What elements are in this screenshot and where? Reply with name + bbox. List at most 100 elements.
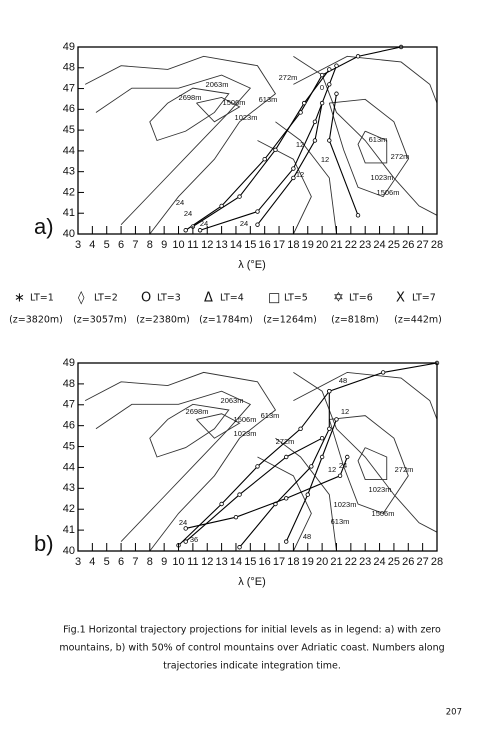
- x-tick-label: 28: [431, 239, 443, 251]
- map-label: 2698m: [186, 407, 209, 416]
- trajectory-line: [328, 93, 359, 216]
- x-tick-label: 10: [172, 556, 184, 568]
- legend-height: (z=442m): [394, 315, 442, 326]
- map-label: 613m: [369, 135, 388, 144]
- map-label: 0: [320, 83, 324, 92]
- y-tick-label: 43: [63, 166, 75, 178]
- x-tick-label: 23: [359, 556, 371, 568]
- trajectory-marker: [301, 100, 307, 106]
- x-tick-label: 12: [201, 239, 213, 251]
- map-label: 2063m: [221, 396, 244, 405]
- contour-line: [149, 87, 230, 142]
- legend-symbol: ◊: [78, 291, 85, 306]
- trajectory-marker: [255, 222, 260, 227]
- contour-line: [84, 55, 277, 235]
- trajectory-marker: [233, 514, 239, 520]
- y-tick-label: 44: [63, 461, 75, 473]
- x-tick-label: 3: [75, 239, 81, 251]
- y-tick-label: 48: [63, 378, 75, 390]
- legend-symbol: ✡: [333, 291, 344, 306]
- x-axis-label: λ (°E): [238, 259, 266, 271]
- trajectory-marker: [334, 63, 339, 68]
- legend-label: LT=3: [157, 293, 181, 304]
- page-number: 207: [446, 708, 462, 718]
- contour-line: [293, 371, 438, 420]
- map-label: 12: [321, 155, 329, 164]
- trajectory-line: [185, 456, 348, 529]
- y-tick-label: 46: [63, 420, 75, 432]
- trajectory-marker: [319, 100, 325, 106]
- trajectory-marker: [337, 473, 343, 478]
- y-tick-label: 41: [63, 524, 75, 536]
- trajectory-marker: [319, 436, 325, 441]
- y-tick-label: 47: [63, 82, 75, 94]
- trajectory-marker: [312, 138, 318, 143]
- x-tick-label: 21: [330, 239, 342, 251]
- legend-height: (z=818m): [331, 315, 379, 326]
- map-label: 1023m: [234, 429, 257, 438]
- x-tick-label: 16: [259, 556, 271, 568]
- y-tick-label: 40: [63, 545, 75, 557]
- map-label: 48: [339, 376, 347, 385]
- contour-line: [95, 390, 252, 542]
- trajectory-marker: [237, 492, 242, 497]
- trajectory-marker: [355, 213, 361, 218]
- legend-height: (z=1784m): [199, 315, 253, 326]
- trajectory-line: [178, 362, 438, 546]
- y-tick-label: 48: [63, 62, 75, 74]
- caption-line: Fig.1 Horizontal trajectory projections …: [63, 625, 441, 636]
- contour-line: [293, 55, 438, 104]
- trajectory-marker: [255, 209, 260, 214]
- x-tick-label: 25: [388, 556, 400, 568]
- y-tick-label: 42: [63, 503, 75, 515]
- contour-line: [196, 413, 241, 439]
- trajectory-marker: [284, 454, 289, 460]
- map-label: 2063m: [206, 80, 229, 89]
- contour-line: [84, 371, 277, 552]
- trajectory-marker: [183, 526, 188, 531]
- trajectory-marker: [334, 417, 339, 422]
- trajectory-line: [285, 419, 337, 542]
- x-tick-label: 5: [104, 239, 110, 251]
- map-label: 2698m: [179, 93, 202, 102]
- x-tick-label: 21: [330, 556, 342, 568]
- contour-line: [149, 403, 230, 458]
- x-tick-label: 4: [89, 556, 95, 568]
- x-tick-label: 17: [273, 556, 285, 568]
- contour-line: [257, 456, 312, 552]
- map-label: 1023m: [369, 485, 392, 494]
- trajectory-marker: [327, 426, 332, 431]
- caption-line: mountains, b) with 50% of control mounta…: [59, 643, 444, 654]
- map-label: 272m: [391, 152, 410, 161]
- y-tick-label: 47: [63, 399, 75, 411]
- map-label: 1506m: [372, 509, 395, 518]
- contour-line: [293, 55, 438, 216]
- map-label: 613m: [331, 517, 350, 526]
- map-label: 613m: [259, 95, 278, 104]
- trajectory-marker: [305, 492, 310, 497]
- x-tick-label: 25: [388, 239, 400, 251]
- trajectory-marker: [327, 82, 332, 87]
- legend-label: LT=6: [349, 293, 373, 304]
- trajectory-marker: [298, 426, 303, 431]
- trajectory-marker: [197, 228, 203, 233]
- trajectory-marker: [291, 175, 296, 181]
- x-axis-label: λ (°E): [238, 576, 266, 588]
- x-tick-label: 15: [244, 239, 256, 251]
- x-tick-label: 27: [417, 239, 429, 251]
- contour-line: [95, 74, 252, 225]
- contour-line: [293, 372, 438, 533]
- contour-line: [357, 130, 388, 164]
- caption-line: trajectories indicate integration time.: [163, 661, 341, 672]
- trajectory-line: [199, 65, 337, 231]
- x-tick-label: 22: [345, 239, 357, 251]
- y-tick-label: 41: [63, 207, 75, 219]
- contour-line: [328, 98, 409, 198]
- y-tick-label: 40: [63, 228, 75, 240]
- x-tick-label: 22: [345, 556, 357, 568]
- map-label: 1023m: [371, 173, 394, 182]
- trajectory-marker: [319, 454, 325, 460]
